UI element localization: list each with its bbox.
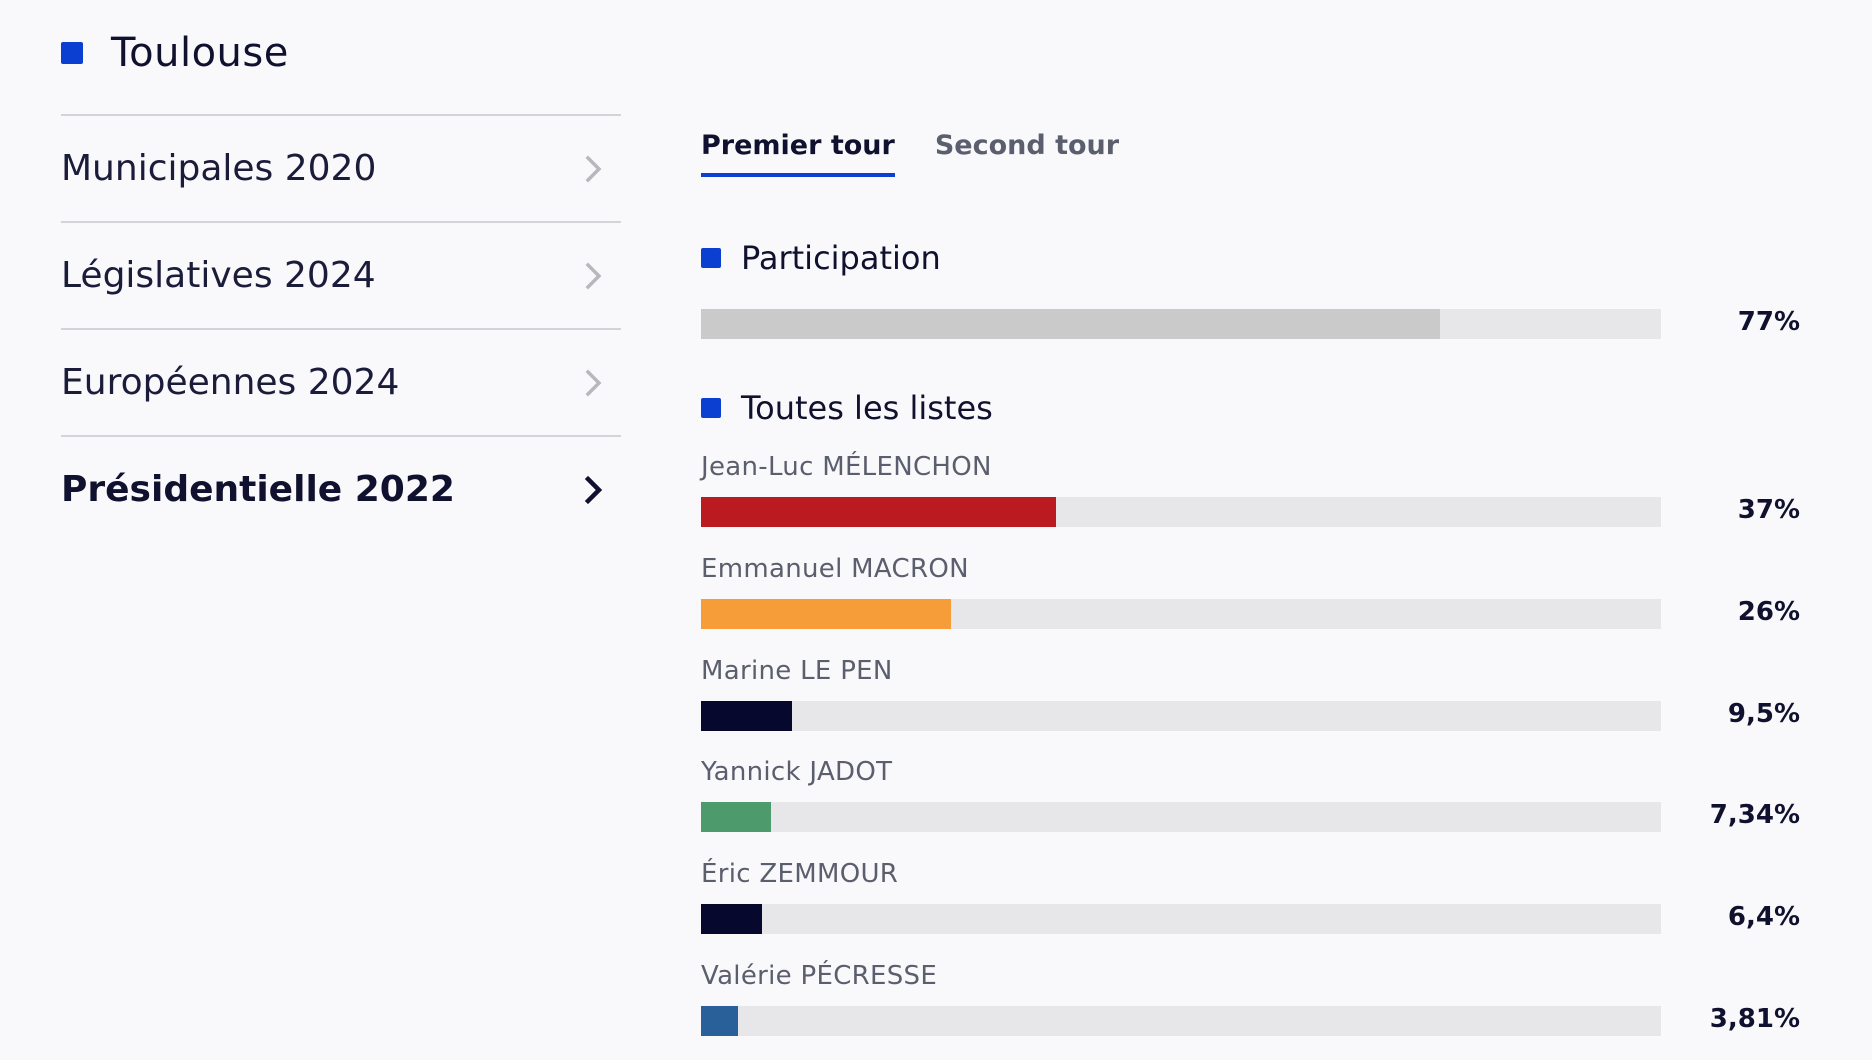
- city-marker-icon: [61, 42, 83, 64]
- candidate-bar-track: [701, 598, 1661, 629]
- candidate-value-label: 9,5%: [1727, 698, 1800, 729]
- results-title-text: Toutes les listes: [741, 389, 993, 427]
- city-name: Toulouse: [111, 30, 289, 76]
- chevron-right-icon: [585, 155, 602, 182]
- election-item-presidentielle-2022[interactable]: Présidentielle 2022: [61, 435, 621, 542]
- tab-premier-tour[interactable]: Premier tour: [701, 130, 895, 177]
- candidate-bar: [701, 497, 1057, 527]
- candidate-bar: [701, 700, 793, 731]
- chevron-right-icon: [585, 369, 602, 396]
- candidate-value-label: 7,34%: [1709, 800, 1800, 831]
- candidate-bar: [701, 802, 772, 833]
- candidate-name: Marine LE PEN: [701, 655, 893, 686]
- candidate-value-label: 26%: [1737, 596, 1800, 627]
- section-marker-icon: [701, 398, 721, 418]
- participation-title-text: Participation: [741, 239, 941, 277]
- candidate-name: Éric ZEMMOUR: [701, 859, 899, 890]
- candidate-bar-track: [701, 700, 1661, 731]
- election-item-label: Municipales 2020: [61, 148, 377, 189]
- candidate-bar: [701, 598, 951, 629]
- election-nav: Municipales 2020 Législatives 2024 Europ…: [61, 114, 621, 542]
- participation-bar-fill: [701, 309, 1441, 339]
- participation-value: 77%: [1737, 307, 1800, 337]
- election-item-municipales-2020[interactable]: Municipales 2020: [61, 114, 621, 221]
- tab-second-tour[interactable]: Second tour: [934, 130, 1120, 161]
- section-marker-icon: [701, 248, 721, 268]
- candidate-name: Yannick JADOT: [701, 757, 893, 788]
- candidate-bar-track: [701, 802, 1661, 833]
- city-header: Toulouse: [61, 30, 289, 76]
- candidate-value-label: 37%: [1737, 495, 1800, 525]
- participation-title: Participation: [701, 239, 941, 277]
- candidate-name: Valérie PÉCRESSE: [701, 961, 938, 991]
- candidate-value-label: 6,4%: [1727, 902, 1800, 933]
- candidate-name: Jean-Luc MÉLENCHON: [701, 452, 992, 482]
- election-item-label: Législatives 2024: [61, 255, 376, 296]
- candidate-value-label: 3,81%: [1709, 1004, 1800, 1034]
- candidate-bar: [701, 904, 763, 935]
- candidate-name: Emmanuel MACRON: [701, 553, 969, 584]
- chevron-right-icon: [584, 475, 603, 504]
- election-item-europeennes-2024[interactable]: Européennes 2024: [61, 328, 621, 435]
- candidate-bar: [701, 1006, 738, 1036]
- round-tabs: Premier tour Second tour: [701, 130, 1119, 177]
- candidate-bar-track: [701, 904, 1661, 935]
- participation-bar-track: [701, 309, 1661, 339]
- election-item-label: Présidentielle 2022: [61, 469, 455, 510]
- results-title: Toutes les listes: [701, 389, 993, 427]
- chevron-right-icon: [585, 262, 602, 289]
- election-item-legislatives-2024[interactable]: Législatives 2024: [61, 221, 621, 328]
- election-item-label: Européennes 2024: [61, 362, 400, 403]
- candidate-bar-track: [701, 1006, 1661, 1036]
- candidate-bar-track: [701, 497, 1661, 527]
